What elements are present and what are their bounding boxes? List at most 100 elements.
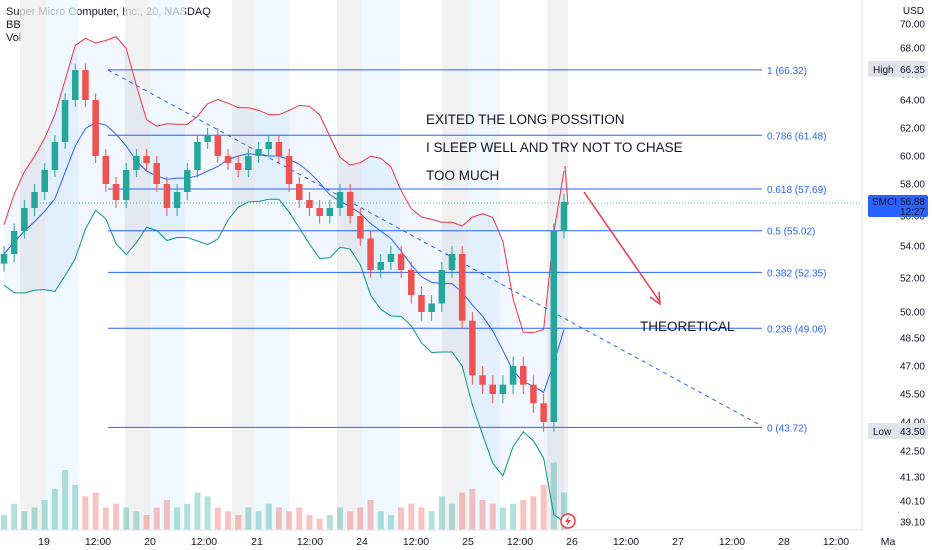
volume-bar [540, 485, 547, 530]
volume-bar [469, 488, 476, 530]
volume-bar [377, 511, 384, 530]
candle-body [214, 135, 222, 156]
session-shade [468, 0, 500, 530]
lightning-icon [565, 516, 571, 527]
volume-bar [326, 515, 333, 530]
y-tick-label: 39.10 [900, 518, 925, 529]
candle-body [224, 156, 232, 163]
candle-body [469, 320, 476, 376]
y-tick-label: 47.00 [900, 362, 925, 373]
candle-body [428, 303, 435, 312]
low-tag-label: Low [873, 427, 892, 438]
candle-body [31, 192, 38, 208]
volume-bar [245, 507, 252, 530]
x-tick-label: 12:00 [191, 536, 217, 548]
candle-body [72, 70, 79, 100]
candle-body [306, 200, 313, 208]
candle-body [479, 375, 486, 385]
candle-body [143, 156, 150, 163]
annotation-text: EXITED THE LONG POSSITION [426, 112, 625, 127]
candle-body [316, 208, 323, 216]
candle-body [520, 366, 527, 385]
low-tag-box [868, 423, 928, 439]
volume-bar [449, 503, 455, 530]
candle-body [458, 254, 466, 321]
volume-bar [357, 507, 364, 530]
x-tick-label: 20 [144, 536, 156, 548]
volume-bar [11, 503, 18, 530]
volume-bar [520, 500, 527, 530]
volume-bar [214, 507, 221, 530]
x-tick-label: Ma [881, 536, 896, 548]
text-annotations: EXITED THE LONG POSSITION I SLEEP WELL AN… [426, 112, 735, 334]
candle-body [41, 170, 48, 192]
candle-body [21, 208, 28, 231]
candle-body [255, 149, 262, 156]
fib-level-label: 0 (43.72) [767, 423, 807, 434]
bb-indicator-label[interactable]: BB [6, 19, 21, 31]
candle-body [387, 254, 395, 262]
candle-body [184, 170, 191, 192]
candlesticks [0, 63, 862, 432]
candle-body [377, 262, 384, 270]
candle-body [133, 156, 140, 170]
volume-indicator-label[interactable]: Vol [6, 32, 22, 44]
volume-bar [133, 511, 140, 530]
x-tick-label: 12:00 [823, 536, 849, 548]
candle-body [102, 156, 110, 184]
candle-body [51, 142, 59, 170]
current-tag-countdown: 12:27 [900, 207, 925, 218]
x-tick-label: 12:00 [85, 536, 111, 548]
trend-lines [107, 69, 763, 427]
volume-bar [153, 507, 160, 530]
candle-body [61, 100, 69, 142]
volume-bar [51, 488, 58, 530]
volume-bar [286, 511, 293, 530]
candle-body [194, 142, 201, 170]
candle-body [122, 170, 130, 200]
fib-level-label: 0.618 (57.69) [767, 185, 827, 196]
x-tick-label: 21 [251, 536, 263, 548]
y-tick-label: 50.00 [900, 308, 925, 319]
candle-body [296, 184, 303, 200]
volume-bar [510, 503, 517, 530]
volume-bar [459, 492, 466, 530]
session-shade [20, 0, 45, 530]
candle-body [153, 163, 160, 184]
volume-bar [1, 515, 7, 530]
volume-bar [561, 492, 567, 530]
candle-body [0, 254, 8, 264]
candle-body [438, 270, 446, 304]
session-shade [150, 0, 185, 530]
high-tag-value: 66.35 [900, 65, 925, 76]
y-tick-label: 68.00 [900, 44, 925, 55]
x-tick-label: 24 [356, 536, 368, 548]
volume-bar [92, 492, 99, 530]
candle-body [92, 100, 99, 156]
volume-bar [479, 500, 486, 530]
volume-bar [550, 462, 557, 530]
candle-body [397, 254, 405, 270]
fib-level-label: 1 (66.32) [767, 66, 807, 77]
candle-body [408, 270, 415, 295]
x-tick-label: 28 [778, 536, 790, 548]
volume-bar [72, 485, 79, 530]
bb-spike-line [564, 165, 569, 206]
volume-bar [347, 511, 354, 530]
bb-lower-line [3, 198, 565, 523]
x-tick-label: 25 [462, 536, 474, 548]
candle-body [560, 201, 568, 231]
bb-upper-line [3, 36, 565, 334]
current-tag-box [868, 195, 928, 217]
candle-body [530, 384, 537, 404]
fib-level-label: 0.382 (52.35) [767, 268, 827, 279]
annotation-text: THEORETICAL [640, 319, 735, 334]
volume-bar [530, 496, 537, 530]
candle-body [82, 70, 89, 100]
y-tick-label: 48.50 [900, 334, 925, 345]
volume-bar [398, 507, 405, 530]
x-tick-label: 12:00 [403, 536, 429, 548]
high-tag-box [868, 61, 928, 77]
